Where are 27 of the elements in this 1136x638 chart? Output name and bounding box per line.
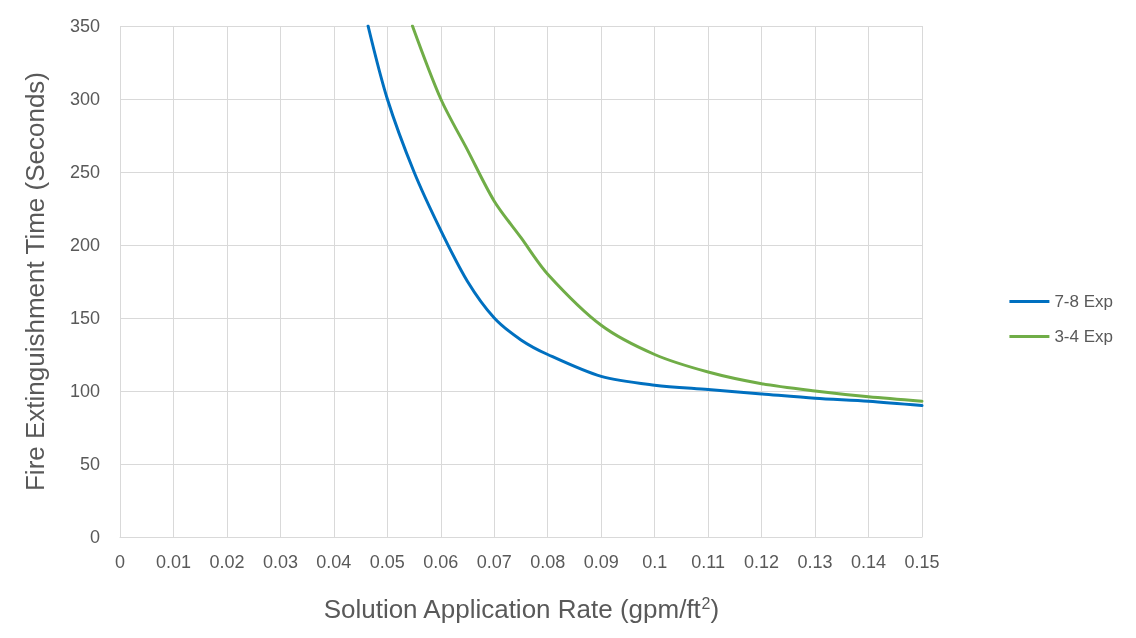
x-tick-label: 0.02 <box>209 552 245 572</box>
x-tick-label: 0.09 <box>583 552 619 572</box>
y-tick-label: 300 <box>69 89 100 109</box>
y-tick-label: 350 <box>69 16 100 36</box>
y-tick-label: 250 <box>69 162 100 182</box>
x-tick-label: 0.04 <box>316 552 352 572</box>
y-tick-label: 100 <box>69 381 100 401</box>
y-axis-title: Fire Extinguishment Time (Seconds) <box>20 71 50 492</box>
x-tick-label: 0.11 <box>691 552 725 572</box>
y-tick-label: 200 <box>69 235 100 255</box>
x-tick-label: 0.06 <box>423 552 459 572</box>
legend-label: 7-8 Exp <box>1054 292 1114 311</box>
x-tick-label: 0.07 <box>476 552 512 572</box>
x-tick-label: 0.03 <box>262 552 298 572</box>
legend-label: 3-4 Exp <box>1054 327 1114 346</box>
y-tick-label: 150 <box>69 308 100 328</box>
x-tick-label: 0.05 <box>369 552 405 572</box>
x-tick-label: 0.12 <box>744 552 780 572</box>
y-tick-label: 50 <box>79 454 100 474</box>
x-tick-label: 0.15 <box>904 552 940 572</box>
x-tick-label: 0.13 <box>797 552 833 572</box>
x-tick-label: 0 <box>114 552 126 572</box>
y-tick-label: 0 <box>89 527 100 547</box>
x-tick-label: 0.1 <box>642 552 668 572</box>
x-tick-label: 0.08 <box>530 552 566 572</box>
x-tick-label: 0.01 <box>155 552 191 572</box>
x-tick-label: 0.14 <box>851 552 887 572</box>
